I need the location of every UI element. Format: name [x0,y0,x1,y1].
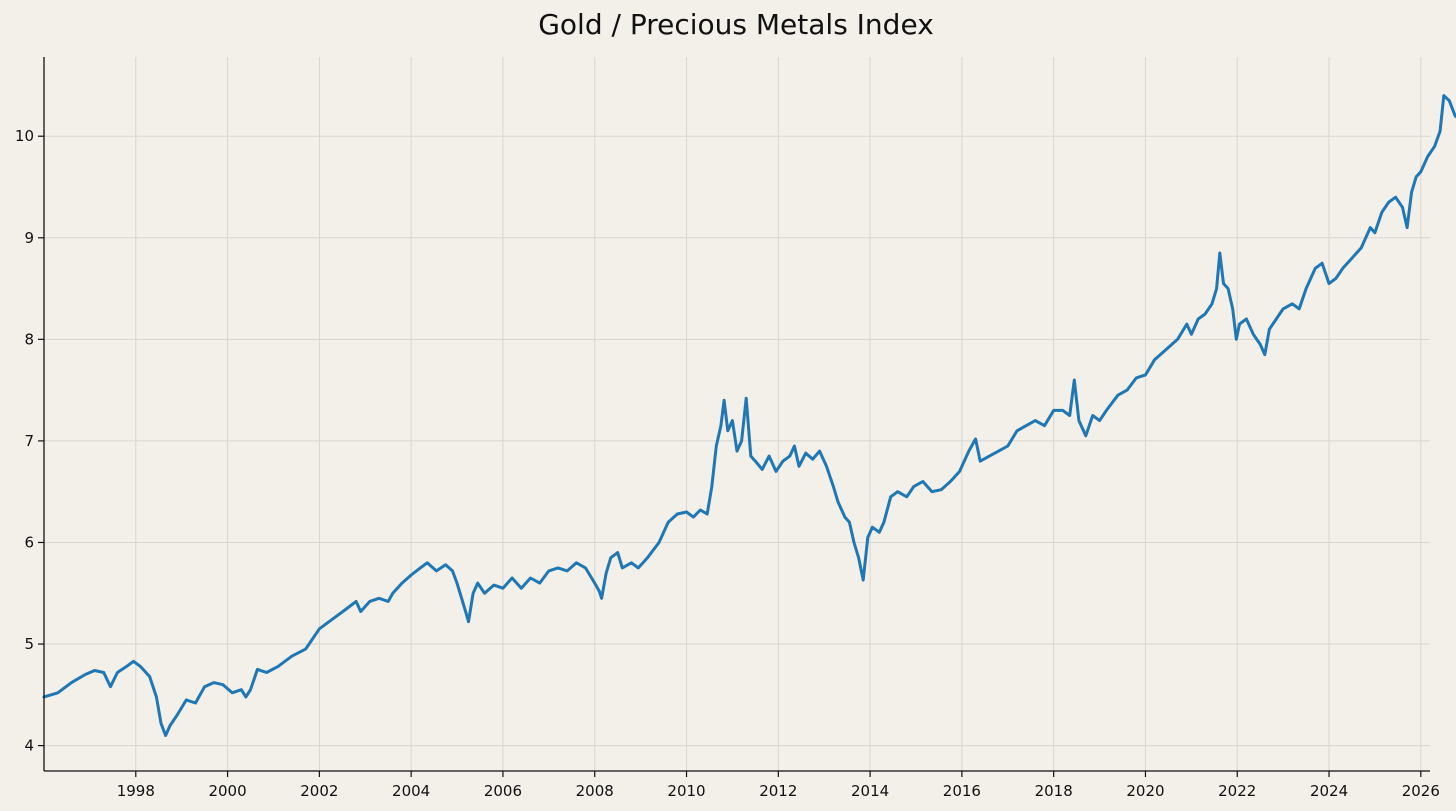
x-tick-label: 2002 [300,782,338,800]
x-tick-label: 2006 [484,782,522,800]
y-tick-label: 4 [24,737,34,755]
x-tick-label: 1998 [117,782,155,800]
x-tick-label: 2024 [1310,782,1348,800]
y-tick-label: 7 [24,432,34,450]
x-tick-label: 2014 [851,782,889,800]
x-tick-label: 2004 [392,782,430,800]
x-tick-label: 2022 [1218,782,1256,800]
y-tick-label: 5 [24,635,34,653]
x-tick-label: 2026 [1402,782,1440,800]
series-layer [42,94,1456,737]
chart-title: Gold / Precious Metals Index [538,8,934,41]
tick-labels: 1998 2000 2002 2004 2006 2008 2010 2012 2014 2016… [15,127,1440,800]
y-tick-label: 6 [24,533,34,551]
series-line [42,94,1456,737]
y-tick-label: 8 [24,330,34,348]
y-tick-label: 10 [15,127,34,145]
axes [38,57,1430,777]
x-tick-label: 2010 [667,782,705,800]
x-tick-label: 2016 [943,782,981,800]
y-tick-label: 9 [24,229,34,247]
x-tick-label: 2012 [759,782,797,800]
x-tick-label: 2018 [1035,782,1073,800]
grid [44,57,1430,771]
x-tick-label: 2000 [208,782,246,800]
x-tick-label: 2020 [1126,782,1164,800]
x-tick-label: 2008 [576,782,614,800]
